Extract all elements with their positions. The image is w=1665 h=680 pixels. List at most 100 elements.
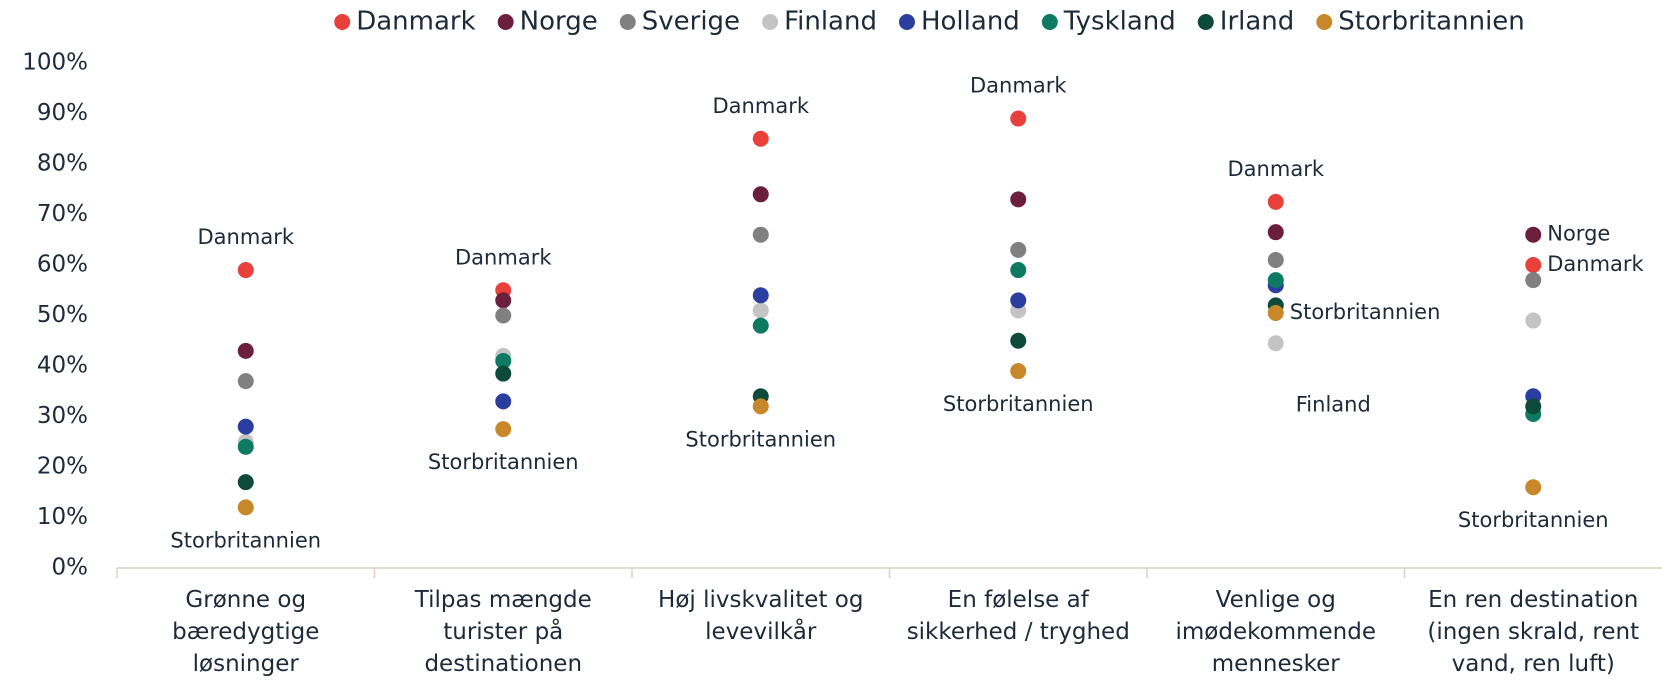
annotation: Storbritannien xyxy=(1290,300,1441,324)
legend-label: Sverige xyxy=(642,7,740,37)
y-tick-label: 40% xyxy=(37,353,88,379)
dot xyxy=(1525,226,1542,243)
dot xyxy=(1010,262,1027,279)
annotation: Storbritannien xyxy=(943,392,1094,416)
x-tick-label-box: En følelse af sikkerhed / tryghed xyxy=(906,587,1130,645)
y-tick-label: 100% xyxy=(22,50,88,76)
annotation: Finland xyxy=(1296,392,1371,416)
dot xyxy=(1010,241,1027,258)
x-tick-label-box: En ren destination (ingen skrald, rent v… xyxy=(1427,587,1640,677)
dot xyxy=(495,307,512,324)
legend-label: Finland xyxy=(784,7,877,37)
x-tick-label: Grønne og bæredygtige løsninger xyxy=(172,587,320,677)
x-tick-label: En ren destination (ingen skrald, rent v… xyxy=(1427,587,1640,677)
annotation: Danmark xyxy=(713,94,810,118)
legend-swatch xyxy=(497,14,514,30)
dot xyxy=(1267,193,1284,210)
legend-label: Holland xyxy=(921,7,1020,37)
dot xyxy=(752,317,769,334)
x-tick-label: Venlige og imødekommende mennesker xyxy=(1175,587,1376,677)
dot xyxy=(495,393,512,410)
x-tick-label: Høj livskvalitet og levevilkår xyxy=(658,587,864,645)
y-tick-label: 80% xyxy=(37,151,88,177)
x-tick-label-box: Grønne og bæredygtige løsninger xyxy=(172,587,320,677)
legend-label: Danmark xyxy=(356,7,475,37)
dot xyxy=(752,130,769,147)
legend-swatch xyxy=(762,14,779,30)
x-tick-label: Tilpas mængde turister på destinationen xyxy=(414,587,592,677)
legend-swatch xyxy=(898,14,915,30)
annotation: Norge xyxy=(1547,222,1610,246)
annotation: Storbritannien xyxy=(685,427,836,451)
y-tick-label: 90% xyxy=(37,100,88,126)
dot xyxy=(1525,479,1542,496)
legend-swatch xyxy=(1316,14,1333,30)
dot xyxy=(1010,110,1027,127)
legend-item: Norge xyxy=(497,7,598,37)
dot xyxy=(1010,332,1027,349)
legend-item: Tyskland xyxy=(1041,7,1176,37)
legend-item: Sverige xyxy=(619,7,740,37)
x-tick-label-box: Venlige og imødekommende mennesker xyxy=(1175,587,1376,677)
dot xyxy=(752,186,769,203)
dot xyxy=(1010,191,1027,208)
annotation: Danmark xyxy=(1547,252,1644,276)
legend-item: Holland xyxy=(898,7,1020,37)
dot xyxy=(237,342,254,359)
legend-label: Norge xyxy=(520,7,598,37)
dot xyxy=(237,474,254,491)
legend-swatch xyxy=(1197,14,1214,30)
dot xyxy=(495,352,512,369)
dot xyxy=(237,499,254,516)
dot xyxy=(1525,312,1542,329)
annotation: Danmark xyxy=(1228,157,1325,181)
legend-item: Irland xyxy=(1197,7,1295,37)
dot xyxy=(237,418,254,435)
y-tick-label: 20% xyxy=(37,454,88,480)
legend-swatch xyxy=(1041,14,1058,30)
annotation: Danmark xyxy=(970,74,1067,98)
dot xyxy=(1525,257,1542,273)
annotation: Danmark xyxy=(455,245,552,269)
annotation: Danmark xyxy=(198,225,295,249)
legend-label: Storbritannien xyxy=(1338,7,1525,37)
annotation: Storbritannien xyxy=(1458,508,1609,532)
dot xyxy=(495,292,512,309)
legend-item: Storbritannien xyxy=(1316,7,1525,37)
y-tick-label: 60% xyxy=(37,252,88,278)
legend-label: Tyskland xyxy=(1063,7,1176,37)
y-tick-label: 50% xyxy=(37,302,88,328)
y-tick-label: 10% xyxy=(37,504,88,530)
dot xyxy=(1010,292,1027,309)
legend-swatch xyxy=(619,14,636,30)
legend-item: Danmark xyxy=(334,7,476,37)
x-tick-label-box: Høj livskvalitet og levevilkår xyxy=(658,587,864,645)
dot xyxy=(1525,398,1542,415)
dot xyxy=(1267,335,1284,352)
dot xyxy=(752,398,769,415)
annotation: Storbritannien xyxy=(170,528,321,552)
dot xyxy=(752,287,769,304)
y-tick-label: 30% xyxy=(37,403,88,429)
dot xyxy=(752,302,769,319)
dot xyxy=(495,365,512,382)
annotation: Storbritannien xyxy=(428,450,579,474)
y-tick-label: 70% xyxy=(37,201,88,227)
dot xyxy=(237,373,254,390)
dot xyxy=(1525,272,1542,289)
dot xyxy=(1267,272,1284,289)
dot xyxy=(1267,224,1284,241)
legend-item: Finland xyxy=(762,7,877,37)
dot xyxy=(1267,304,1284,321)
dot xyxy=(1010,363,1027,380)
dot xyxy=(495,421,512,438)
legend-label: Irland xyxy=(1220,7,1295,37)
dot xyxy=(752,226,769,243)
x-tick-label-box: Tilpas mængde turister på destinationen xyxy=(414,587,592,677)
dot xyxy=(237,438,254,455)
dot xyxy=(1267,251,1284,268)
dot xyxy=(237,262,254,279)
x-tick-label: En følelse af sikkerhed / tryghed xyxy=(906,587,1130,645)
y-tick-label: 0% xyxy=(52,555,89,581)
